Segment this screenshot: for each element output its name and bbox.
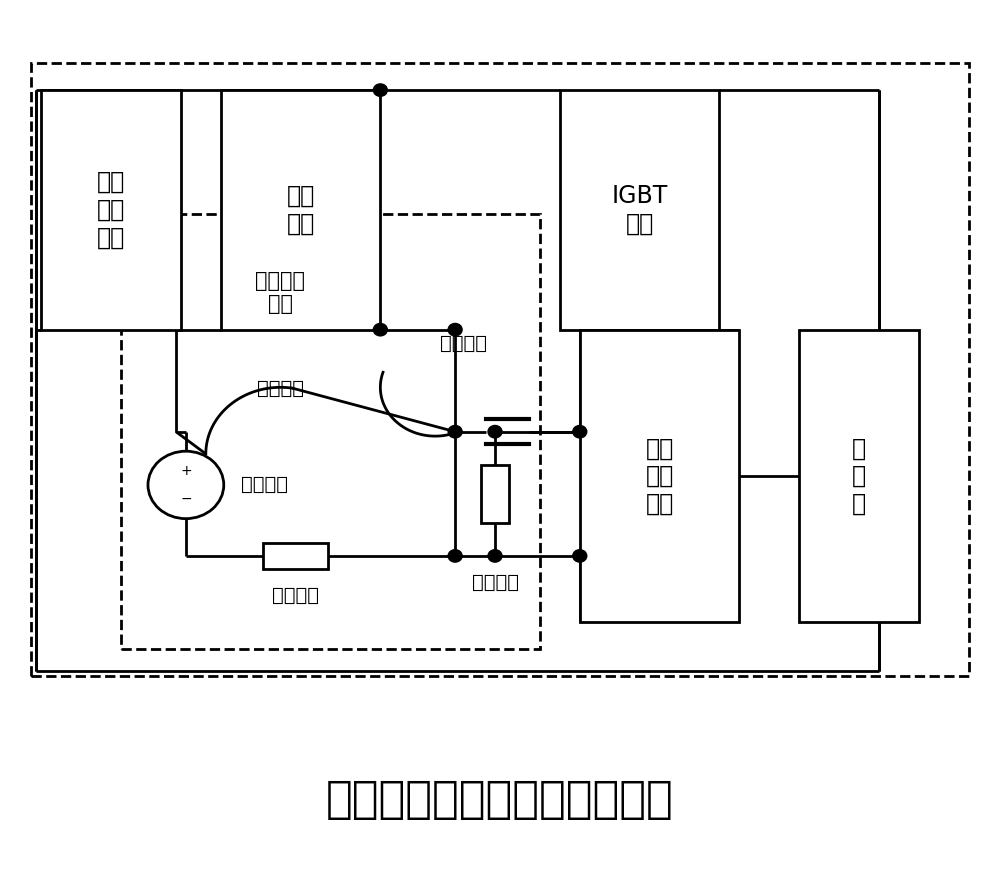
Circle shape: [488, 425, 502, 438]
FancyBboxPatch shape: [41, 90, 181, 329]
Text: 直流电源: 直流电源: [241, 475, 288, 495]
FancyBboxPatch shape: [31, 63, 969, 676]
Circle shape: [373, 323, 387, 336]
Circle shape: [448, 425, 462, 438]
Text: 母线
电容: 母线 电容: [286, 184, 315, 236]
Text: 检测电容: 检测电容: [440, 334, 487, 352]
Text: 三相
电源
开关: 三相 电源 开关: [97, 170, 125, 250]
Text: 充电电阻: 充电电阻: [272, 587, 319, 605]
Text: 变频器母线电容在线检测装置: 变频器母线电容在线检测装置: [326, 779, 674, 821]
Text: 直流电源
电路: 直流电源 电路: [255, 271, 305, 314]
Circle shape: [573, 550, 587, 562]
Bar: [481, 465, 509, 522]
Text: −: −: [180, 491, 192, 506]
FancyBboxPatch shape: [799, 329, 919, 622]
Circle shape: [448, 550, 462, 562]
FancyBboxPatch shape: [580, 329, 739, 622]
Text: 控
制
器: 控 制 器: [852, 436, 866, 516]
Text: IGBT
模组: IGBT 模组: [611, 184, 668, 236]
Bar: [263, 543, 328, 570]
Circle shape: [448, 323, 462, 336]
Circle shape: [488, 550, 502, 562]
Text: 峰值
检测
电路: 峰值 检测 电路: [645, 436, 674, 516]
FancyBboxPatch shape: [560, 90, 719, 329]
Circle shape: [373, 84, 387, 96]
Text: 检测电阻: 检测电阻: [472, 573, 519, 592]
Text: +: +: [180, 465, 192, 479]
Text: 充电开关: 充电开关: [257, 379, 304, 398]
FancyBboxPatch shape: [221, 90, 380, 329]
Circle shape: [573, 425, 587, 438]
FancyBboxPatch shape: [121, 214, 540, 649]
